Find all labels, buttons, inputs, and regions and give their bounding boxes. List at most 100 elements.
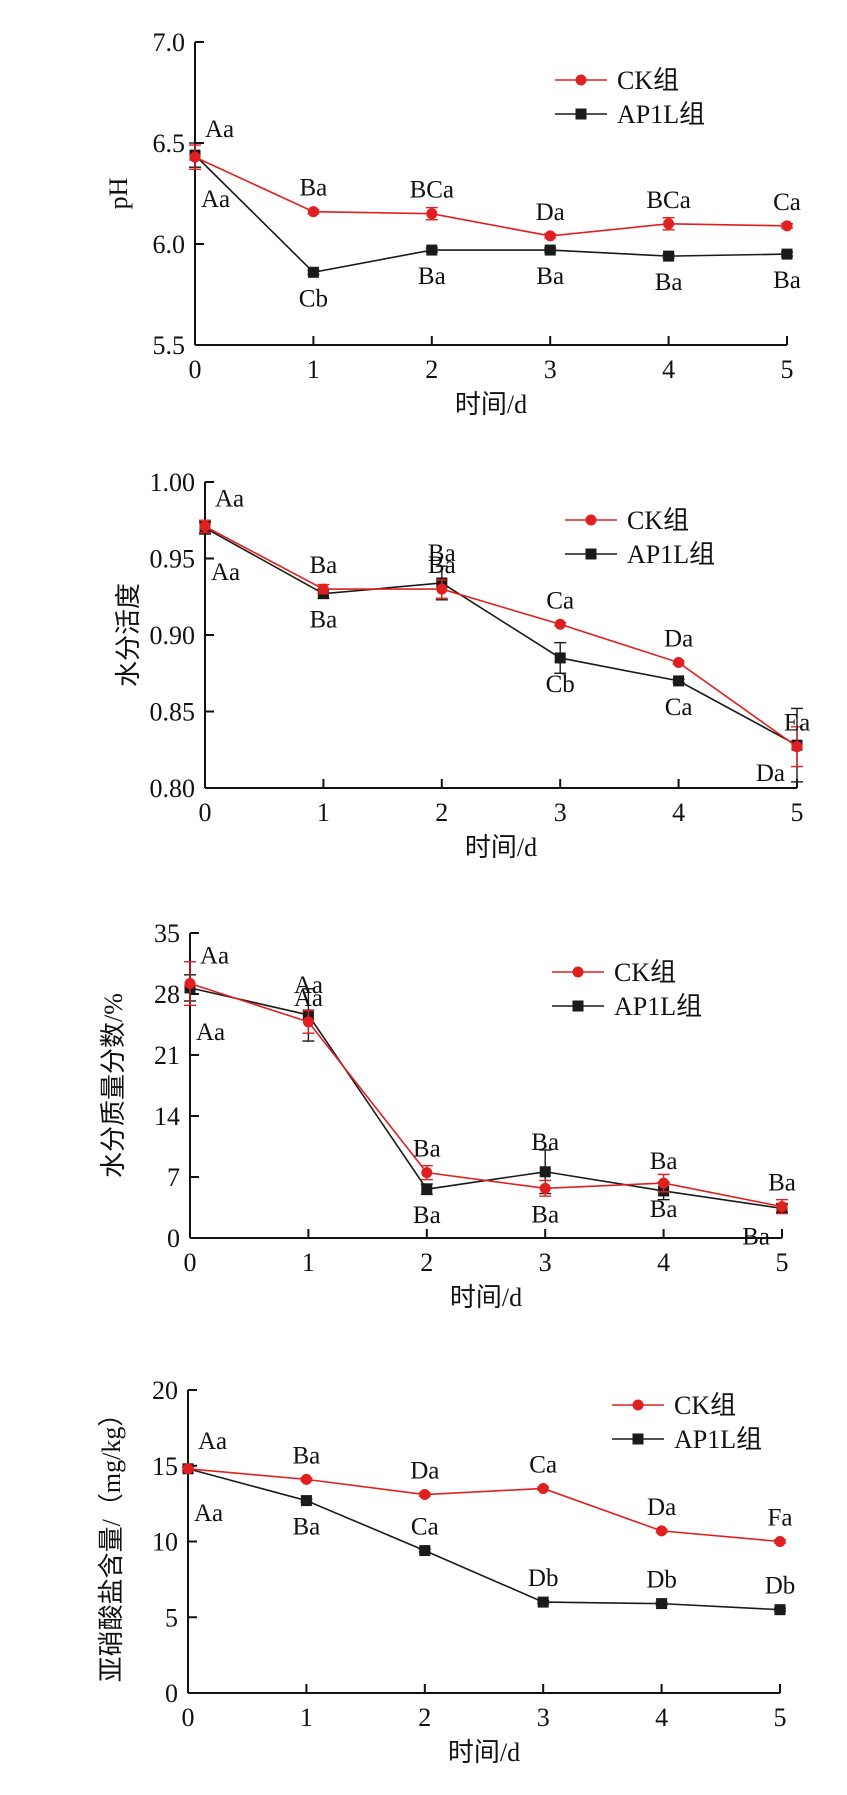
- x-axis-label: 时间/d: [465, 833, 537, 862]
- x-tick-label: 3: [554, 798, 567, 827]
- series-line: [189, 982, 783, 1208]
- significance-label: BCa: [410, 177, 454, 204]
- data-point: [184, 978, 196, 990]
- x-tick-label: 5: [776, 1248, 789, 1277]
- y-tick-label: 6.5: [153, 129, 186, 158]
- significance-label: Ba: [428, 540, 456, 567]
- data-point: [421, 1183, 433, 1195]
- significance-label: Da: [647, 1494, 676, 1521]
- data-point: [554, 652, 566, 664]
- data-point: [300, 1473, 312, 1485]
- significance-label: Ba: [413, 1136, 441, 1163]
- data-point: [199, 520, 211, 532]
- series-line: [187, 1468, 781, 1611]
- data-point: [182, 1463, 194, 1475]
- significance-label: Aa: [194, 1500, 223, 1527]
- x-tick-label: 0: [184, 1248, 197, 1277]
- data-point: [673, 657, 685, 669]
- data-point: [774, 1604, 786, 1616]
- chart-panel-4: 0 5 10 15 20 0 1 2 3 4 5 时间/d 亚硝酸盐含量/（mg/kg） Aa Ba Ca Db…: [97, 1376, 795, 1767]
- significance-label: Aa: [205, 116, 234, 143]
- x-tick-label: 0: [199, 798, 212, 827]
- significance-label: Ba: [418, 263, 446, 290]
- x-tick-label: 5: [774, 1703, 787, 1732]
- legend-item-ck: CK组: [555, 66, 679, 95]
- series-ck: Aa Ba BCa Da BCa Ca: [189, 116, 801, 242]
- series-ap1l: Aa Ba Ca Db Db Db: [182, 1463, 795, 1616]
- significance-label: Ba: [742, 1223, 770, 1250]
- y-axis-label: 亚硝酸盐含量/（mg/kg）: [97, 1401, 126, 1683]
- x-tick-label: 4: [655, 1703, 668, 1732]
- data-point: [776, 1201, 788, 1213]
- significance-label: Aa: [196, 1019, 225, 1046]
- significance-label: Aa: [294, 985, 323, 1012]
- y-tick-label: 7.0: [153, 28, 186, 57]
- x-axis-label: 时间/d: [455, 390, 527, 419]
- significance-label: Da: [756, 760, 785, 787]
- x-tick-label: 1: [302, 1248, 315, 1277]
- legend-label: AP1L组: [674, 1425, 762, 1454]
- series-line: [204, 527, 798, 746]
- x-tick-label: 4: [662, 355, 675, 384]
- data-point: [307, 266, 319, 278]
- series-line: [194, 154, 788, 274]
- series-line: [204, 525, 798, 748]
- data-point: [544, 230, 556, 242]
- data-point: [537, 1596, 549, 1608]
- legend-label: AP1L组: [627, 540, 715, 569]
- legend-label: CK组: [674, 1391, 736, 1420]
- legend: CK组 AP1L组: [552, 958, 702, 1021]
- data-point: [791, 741, 803, 753]
- significance-label: Aa: [201, 186, 230, 213]
- significance-label: Db: [528, 1565, 559, 1592]
- legend-item-ap1l: AP1L组: [612, 1425, 762, 1454]
- significance-label: Ba: [428, 552, 456, 579]
- legend-marker: [572, 1000, 584, 1012]
- series-ck: Aa Ba Da Ca Da Fa: [182, 1428, 793, 1547]
- significance-label: Ca: [773, 189, 801, 216]
- significance-label: Cb: [299, 285, 328, 312]
- data-point: [781, 248, 793, 260]
- legend: CK组 AP1L组: [565, 506, 715, 569]
- x-tick-label: 2: [435, 798, 448, 827]
- legend-marker: [572, 966, 584, 978]
- legend-item-ap1l: AP1L组: [565, 540, 715, 569]
- y-tick-label: 6.0: [153, 230, 186, 259]
- x-tick-label: 4: [672, 798, 685, 827]
- y-tick-label: 7: [167, 1163, 180, 1192]
- y-tick-label: 35: [154, 919, 180, 948]
- series-line: [187, 1467, 781, 1543]
- data-point: [656, 1598, 668, 1610]
- legend-label: AP1L组: [614, 992, 702, 1021]
- significance-label: Aa: [198, 1428, 227, 1455]
- significance-label: Ca: [665, 694, 693, 721]
- data-point: [317, 583, 329, 595]
- significance-label: Da: [536, 199, 565, 226]
- legend: CK组 AP1L组: [612, 1391, 762, 1454]
- y-tick-label: 21: [154, 1041, 180, 1070]
- significance-label: Aa: [294, 972, 323, 999]
- y-tick-label: 0.90: [150, 621, 196, 650]
- y-tick-label: 20: [152, 1376, 178, 1405]
- legend-marker: [632, 1433, 644, 1445]
- data-point: [539, 1182, 551, 1194]
- data-point: [419, 1489, 431, 1501]
- significance-label: Da: [410, 1458, 439, 1485]
- significance-label: Ba: [293, 1442, 321, 1469]
- significance-label: Ca: [546, 587, 574, 614]
- data-point: [300, 1495, 312, 1507]
- data-point: [419, 1545, 431, 1557]
- data-point: [537, 1482, 549, 1494]
- y-tick-label: 0: [167, 1224, 180, 1253]
- legend-label: CK组: [627, 506, 689, 535]
- x-tick-label: 0: [189, 355, 202, 384]
- data-point: [436, 583, 448, 595]
- x-tick-label: 1: [317, 798, 330, 827]
- significance-label: Ba: [310, 607, 338, 634]
- significance-label: Ba: [531, 1129, 559, 1156]
- data-point: [307, 206, 319, 218]
- x-tick-label: 3: [544, 355, 557, 384]
- significance-label: Ea: [784, 710, 810, 737]
